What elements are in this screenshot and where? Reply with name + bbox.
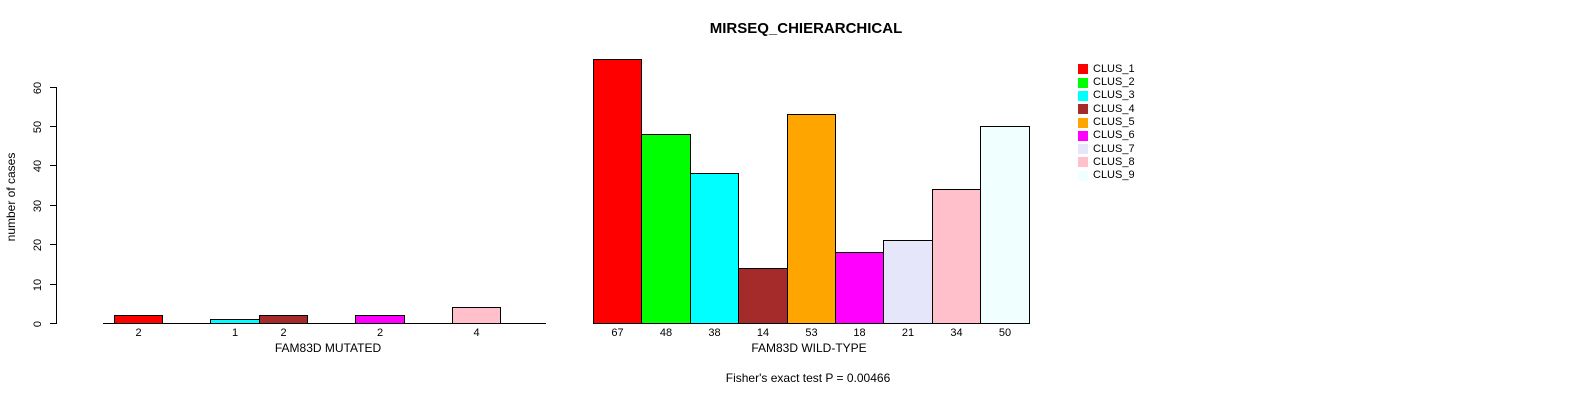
legend-label: CLUS_2 xyxy=(1093,76,1135,89)
legend-label: CLUS_4 xyxy=(1093,102,1135,115)
bar-clus_4-mutated xyxy=(259,315,308,324)
y-axis-tick xyxy=(50,165,56,166)
bar-clus_1-mutated xyxy=(114,315,163,324)
y-axis-tick xyxy=(50,87,56,88)
y-axis-tick-label: 50 xyxy=(32,120,44,134)
bar-count-label: 4 xyxy=(473,327,480,339)
legend-label: CLUS_8 xyxy=(1093,155,1135,168)
bar-clus_8-mutated xyxy=(452,307,501,324)
y-axis-tick xyxy=(50,205,56,206)
bar-clus_5-wild-type xyxy=(787,114,836,324)
legend-label: CLUS_7 xyxy=(1093,142,1135,155)
bar-clus_1-wild-type xyxy=(593,59,642,324)
legend-label: CLUS_1 xyxy=(1093,62,1135,75)
bar-count-label: 1 xyxy=(231,327,239,339)
bar-count-label: 50 xyxy=(998,327,1012,339)
y-axis-title: number of cases xyxy=(4,152,18,242)
y-axis-tick-label: 60 xyxy=(32,81,44,95)
bar-count-label: 53 xyxy=(805,327,818,339)
legend-swatch-clus_4 xyxy=(1078,104,1088,115)
legend-label: CLUS_9 xyxy=(1093,169,1135,182)
bar-clus_3-mutated xyxy=(210,319,260,324)
legend-label: CLUS_6 xyxy=(1093,129,1135,142)
x-axis-line-mutated xyxy=(103,323,546,324)
y-axis-tick xyxy=(50,323,56,324)
legend-swatch-clus_2 xyxy=(1078,77,1088,88)
y-axis-tick-label: 30 xyxy=(32,199,44,213)
bar-count-label: 2 xyxy=(135,327,142,339)
legend-label: CLUS_5 xyxy=(1093,116,1135,128)
x-axis-title-wild-type: FAM83D WILD-TYPE xyxy=(751,341,867,355)
bar-count-label: 38 xyxy=(708,327,721,339)
bar-clus_7-wild-type xyxy=(883,240,933,324)
y-axis-tick-label: 10 xyxy=(32,278,44,292)
legend-swatch-clus_1 xyxy=(1078,64,1088,75)
y-axis-tick xyxy=(50,284,56,285)
legend-swatch-clus_3 xyxy=(1078,90,1088,101)
y-axis-tick-label: 0 xyxy=(32,320,44,328)
bar-clus_4-wild-type xyxy=(738,268,788,324)
legend-swatch-clus_5 xyxy=(1078,117,1088,128)
bar-count-label: 2 xyxy=(280,327,287,339)
bar-count-label: 34 xyxy=(950,327,963,339)
legend-label: CLUS_3 xyxy=(1093,89,1135,102)
bar-clus_6-wild-type xyxy=(835,252,884,324)
y-axis-tick-label: 20 xyxy=(32,238,44,252)
chart-title: MIRSEQ_CHIERARCHICAL xyxy=(709,20,903,37)
bar-count-label: 21 xyxy=(901,327,915,339)
legend-swatch-clus_9 xyxy=(1078,170,1088,181)
legend-swatch-clus_6 xyxy=(1078,130,1088,141)
bar-clus_6-mutated xyxy=(355,315,405,324)
x-axis-title-mutated: FAM83D MUTATED xyxy=(274,341,382,355)
bar-clus_3-wild-type xyxy=(690,173,739,324)
bar-count-label: 2 xyxy=(376,327,384,339)
y-axis-tick xyxy=(50,244,56,245)
bar-count-label: 48 xyxy=(659,327,673,339)
bar-count-label: 67 xyxy=(611,327,624,339)
bar-clus_2-wild-type xyxy=(641,134,691,324)
bar-count-label: 14 xyxy=(756,327,770,339)
bar-count-label: 18 xyxy=(853,327,866,339)
legend-swatch-clus_8 xyxy=(1078,157,1088,168)
y-axis-tick-label: 40 xyxy=(32,159,44,173)
bar-clus_8-wild-type xyxy=(932,189,981,324)
y-axis-line xyxy=(56,86,57,324)
y-axis-tick xyxy=(50,126,56,127)
bar-clus_9-wild-type xyxy=(980,126,1030,324)
legend-swatch-clus_7 xyxy=(1078,144,1088,155)
fisher-test-annotation: Fisher's exact test P = 0.00466 xyxy=(725,371,891,385)
